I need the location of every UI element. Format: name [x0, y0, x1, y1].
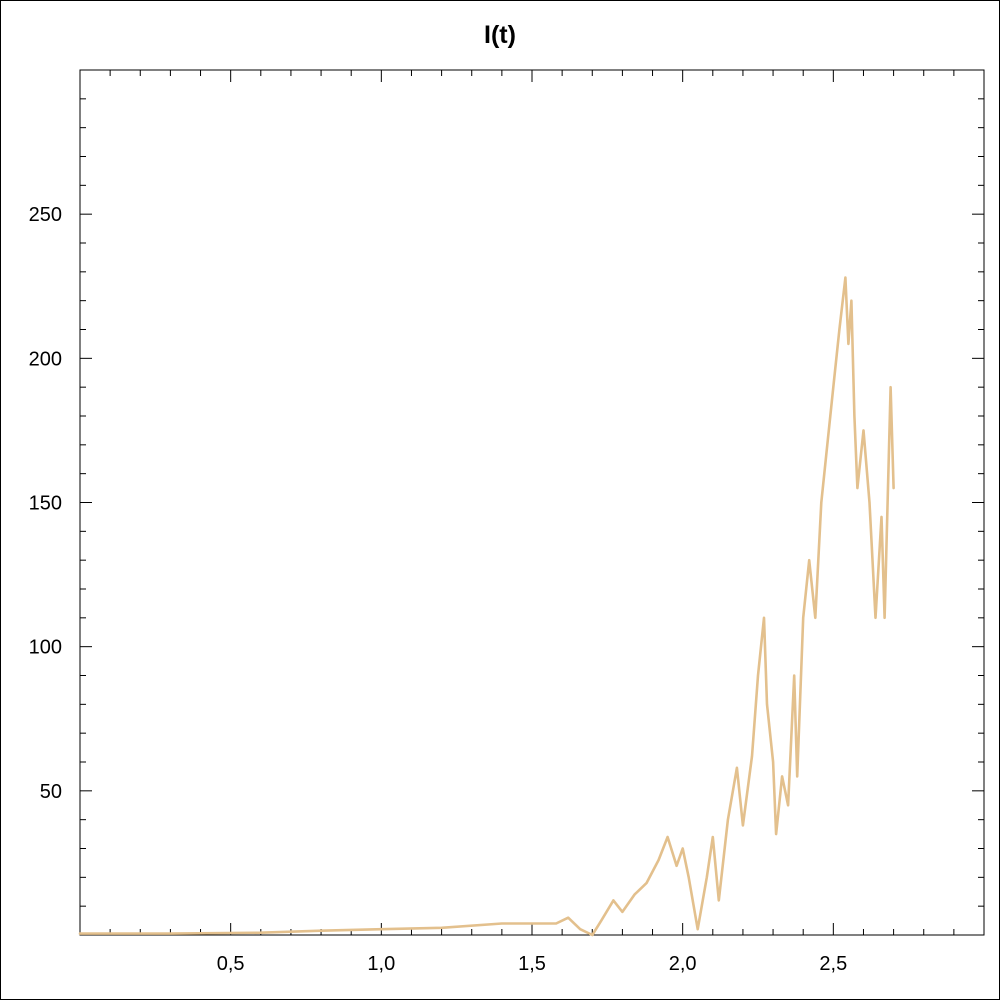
- x-tick-label: 2,0: [669, 953, 697, 975]
- y-tick-label: 100: [29, 637, 62, 659]
- x-tick-label: 0,5: [217, 953, 245, 975]
- y-tick-label: 200: [29, 348, 62, 370]
- x-tick-label: 2,5: [819, 953, 847, 975]
- plot-area-border: [79, 69, 985, 936]
- tick-labels: 0,5 1,0 1,5 2,0 2,5 50 100 150 200 250: [29, 204, 848, 975]
- x-tick-label: 1,0: [367, 953, 395, 975]
- y-tick-label: 50: [40, 781, 62, 803]
- axis-ticks: [80, 70, 984, 935]
- series-lines: [78, 276, 895, 937]
- x-tick-label: 1,5: [518, 953, 546, 975]
- plot-axes: [79, 69, 985, 936]
- y-tick-label: 250: [29, 204, 62, 226]
- chart-title: I(t): [484, 21, 516, 49]
- series-line-0: [78, 276, 895, 937]
- y-tick-label: 150: [29, 493, 62, 515]
